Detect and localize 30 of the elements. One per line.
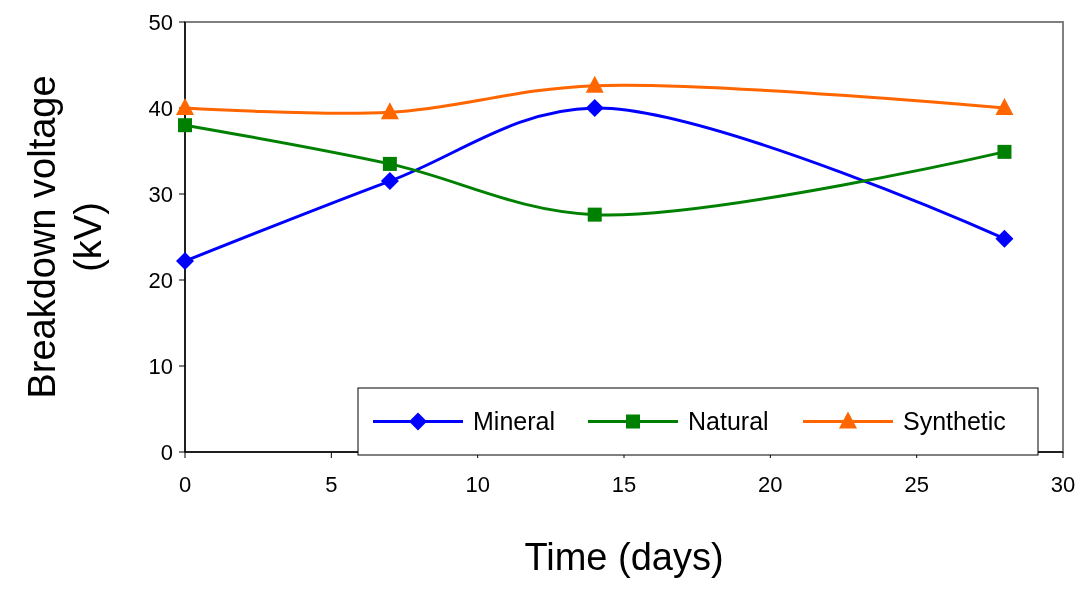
point — [585, 75, 604, 93]
point — [380, 172, 399, 191]
point — [997, 144, 1012, 159]
point — [380, 102, 399, 120]
x-tick-label: 20 — [758, 472, 783, 497]
point — [382, 156, 397, 171]
y-tick-label: 50 — [148, 9, 173, 35]
x-tick-label: 5 — [325, 472, 338, 497]
legend-label: Mineral — [473, 407, 555, 436]
x-tick-label: 0 — [178, 472, 192, 497]
y-tick-label: 30 — [148, 181, 173, 207]
y-axis-title: Breakdown voltage (kV) — [21, 75, 109, 399]
y-tick-label: 20 — [148, 267, 173, 293]
point — [176, 98, 194, 115]
point — [178, 118, 192, 133]
legend-label: Natural — [688, 407, 769, 436]
y-tick-label: 0 — [160, 439, 173, 465]
y-tick-label: 40 — [148, 95, 173, 121]
x-tick-label: 10 — [465, 472, 490, 497]
x-tick-label: 30 — [1050, 472, 1076, 497]
y-tick-label: 10 — [148, 353, 173, 379]
point — [176, 252, 194, 271]
x-axis-title: Time (days) — [524, 536, 724, 578]
point — [995, 98, 1014, 115]
legend-label: Synthetic — [903, 407, 1006, 436]
point — [587, 207, 602, 222]
x-tick-label: 15 — [611, 472, 637, 497]
x-tick-label: 25 — [904, 472, 929, 497]
point — [585, 99, 604, 117]
point — [995, 229, 1014, 248]
